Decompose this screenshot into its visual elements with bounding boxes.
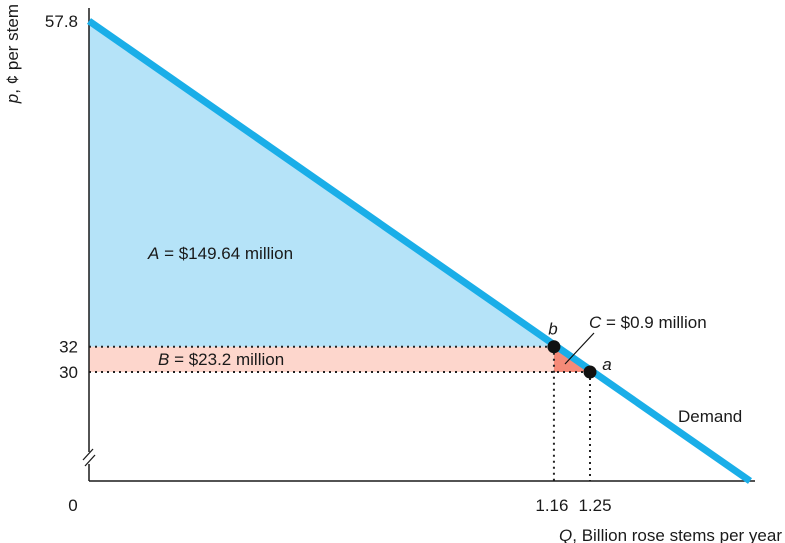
axis-break-mark: [84, 454, 96, 467]
point-label-a: a: [602, 355, 611, 374]
demand-label: Demand: [678, 407, 742, 426]
y-tick-label: 30: [59, 363, 78, 382]
area-c-label: C = $0.9 million: [589, 313, 707, 332]
area-a-label: A = $149.64 million: [147, 244, 293, 263]
y-axis-label: p, ¢ per stem: [3, 4, 22, 104]
y-tick-label: 32: [59, 338, 78, 357]
origin-label: 0: [68, 496, 77, 515]
x-tick-label: 1.16: [535, 496, 568, 515]
point-label-b: b: [548, 320, 557, 339]
area-b-label: B = $23.2 million: [158, 350, 284, 369]
axis-break-mark: [82, 448, 94, 461]
area-c-leader: [564, 332, 595, 365]
point-a: [583, 365, 597, 379]
x-tick-label: 1.25: [578, 496, 611, 515]
area-b: [89, 346, 554, 372]
point-b: [547, 340, 561, 354]
x-axis-label: Q, Billion rose stems per year: [559, 526, 782, 543]
axis-break-gap: [83, 452, 95, 464]
demand-line: [87, 18, 752, 484]
y-tick-label: 57.8: [45, 12, 78, 31]
